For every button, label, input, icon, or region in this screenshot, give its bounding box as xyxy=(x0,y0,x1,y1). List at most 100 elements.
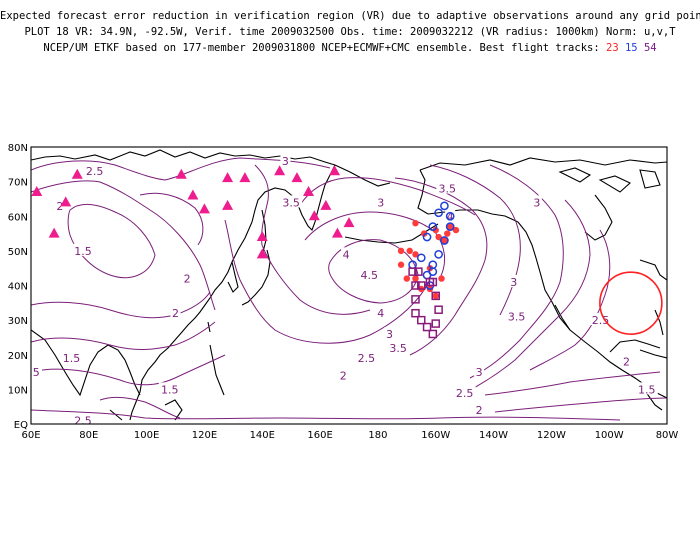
observation-triangle xyxy=(303,186,315,197)
map-frame-bg xyxy=(31,147,667,424)
contour-label: 3 xyxy=(377,196,384,209)
observation-triangle xyxy=(320,199,332,210)
track-23-point xyxy=(403,275,411,282)
contour-label: 2.5 xyxy=(456,387,474,400)
observation-triangle xyxy=(274,165,286,176)
track-23-point xyxy=(412,251,419,258)
track-54-point xyxy=(411,281,420,290)
track-15-point xyxy=(440,236,449,245)
track-54-point xyxy=(428,277,438,287)
track-23-point xyxy=(432,292,439,300)
track-15-point xyxy=(416,253,426,263)
track-23-point xyxy=(444,230,451,237)
observation-triangle xyxy=(198,203,210,214)
observation-triangle xyxy=(31,186,43,197)
track-23-point xyxy=(435,233,442,241)
observation-triangle xyxy=(71,168,83,179)
contour-label: 1.5 xyxy=(161,383,179,396)
track-54-point xyxy=(428,329,438,339)
contour-label: 2.5 xyxy=(74,415,92,428)
contour-label: 1.5 xyxy=(22,366,40,379)
lat-label: 10N xyxy=(8,385,28,396)
longitude-labels: 60E 80E 100E 120E 140E 160E 180 160W 140W 120W 100… xyxy=(21,430,678,441)
lon-label: 120E xyxy=(192,430,217,441)
track-15-point xyxy=(428,222,438,231)
track-15-point xyxy=(445,211,455,221)
track-54-point xyxy=(417,315,426,325)
track-54-point xyxy=(411,295,420,304)
contour-label: 4 xyxy=(447,210,454,223)
lat-label: 40N xyxy=(8,282,28,293)
track-23-point xyxy=(412,219,419,227)
observation-triangle xyxy=(256,248,268,259)
contour-label: 4.5 xyxy=(360,269,378,282)
title-line-3: NCEP/UM ETKF based on 177-member 2009031… xyxy=(0,42,700,54)
observation-triangle xyxy=(222,199,234,210)
track-23-point xyxy=(426,264,434,272)
contour-label: 3 xyxy=(476,366,483,379)
observation-triangle xyxy=(239,172,251,183)
lat-label: 60N xyxy=(8,212,28,223)
contour-value-labels: 2.5231.5222.521.51.51.52.53.544.533.5443… xyxy=(7,153,658,428)
contour-label: 3 xyxy=(510,276,517,289)
lon-label: 120W xyxy=(537,430,566,441)
track-15-point xyxy=(428,267,438,276)
observation-triangle xyxy=(291,172,303,183)
track-54-point xyxy=(422,322,432,332)
track-54-point xyxy=(408,267,417,276)
contour-label: 2 xyxy=(184,273,191,286)
track-15-point xyxy=(445,222,455,231)
verification-region-circle xyxy=(599,271,663,335)
lon-label: 80W xyxy=(656,430,679,441)
track-15-point xyxy=(422,232,432,242)
track-23-point xyxy=(452,226,460,234)
contour-label: 3 xyxy=(386,328,393,341)
lon-label: 180 xyxy=(368,430,387,441)
track-23-point xyxy=(438,275,445,282)
track-54-point xyxy=(431,319,440,328)
contour-label: 2.5 xyxy=(358,352,376,365)
title-line-2: PLOT 18 VR: 34.9N, -92.5W, Verif. time 2… xyxy=(24,26,676,38)
lat-label: 20N xyxy=(8,351,28,362)
flight-track-23 xyxy=(397,219,460,300)
lon-label: 160W xyxy=(421,430,450,441)
contour-label: 1.5 xyxy=(638,383,656,396)
track-54-point xyxy=(414,267,423,276)
track-15-label: 15 xyxy=(624,42,638,54)
observation-triangle xyxy=(331,227,343,238)
contour-label: 3.5 xyxy=(282,196,300,209)
lat-label: 80N xyxy=(8,143,28,154)
contour-label: 2 xyxy=(172,307,179,320)
track-15-point xyxy=(434,208,443,218)
track-23-point xyxy=(420,230,428,237)
observation-triangle xyxy=(308,210,320,221)
observation-triangle xyxy=(48,227,60,238)
contour-label: 3.5 xyxy=(439,183,457,196)
contour-label: 2 xyxy=(340,370,347,383)
contour-label: 3 xyxy=(282,155,289,168)
contour-label: 2 xyxy=(623,356,630,369)
lon-label: 100W xyxy=(595,430,624,441)
contour-label: 1.5 xyxy=(74,245,92,258)
track-54-label: 54 xyxy=(643,42,657,54)
contour-label: 2 xyxy=(7,338,14,351)
lon-label: 100E xyxy=(134,430,159,441)
contour-label: 4 xyxy=(377,307,384,320)
observation-triangle xyxy=(329,165,341,176)
track-23-point xyxy=(397,247,405,255)
lat-label: 30N xyxy=(8,316,28,327)
track-23-point xyxy=(397,261,405,268)
observation-triangles xyxy=(31,165,355,259)
observation-triangle xyxy=(175,168,187,179)
observation-triangle xyxy=(343,217,355,228)
contour-label: 1.5 xyxy=(63,352,81,365)
contour-label: 2.5 xyxy=(86,165,104,178)
contour-label: 3 xyxy=(533,196,540,209)
contour-label: 2.5 xyxy=(592,314,610,327)
lon-label: 80E xyxy=(79,430,98,441)
contour-label: 3.5 xyxy=(508,311,526,324)
contour-label: 4 xyxy=(343,248,350,261)
track-15-point xyxy=(434,249,443,259)
title-line-1: Expected forecast error reduction in ver… xyxy=(0,10,700,22)
